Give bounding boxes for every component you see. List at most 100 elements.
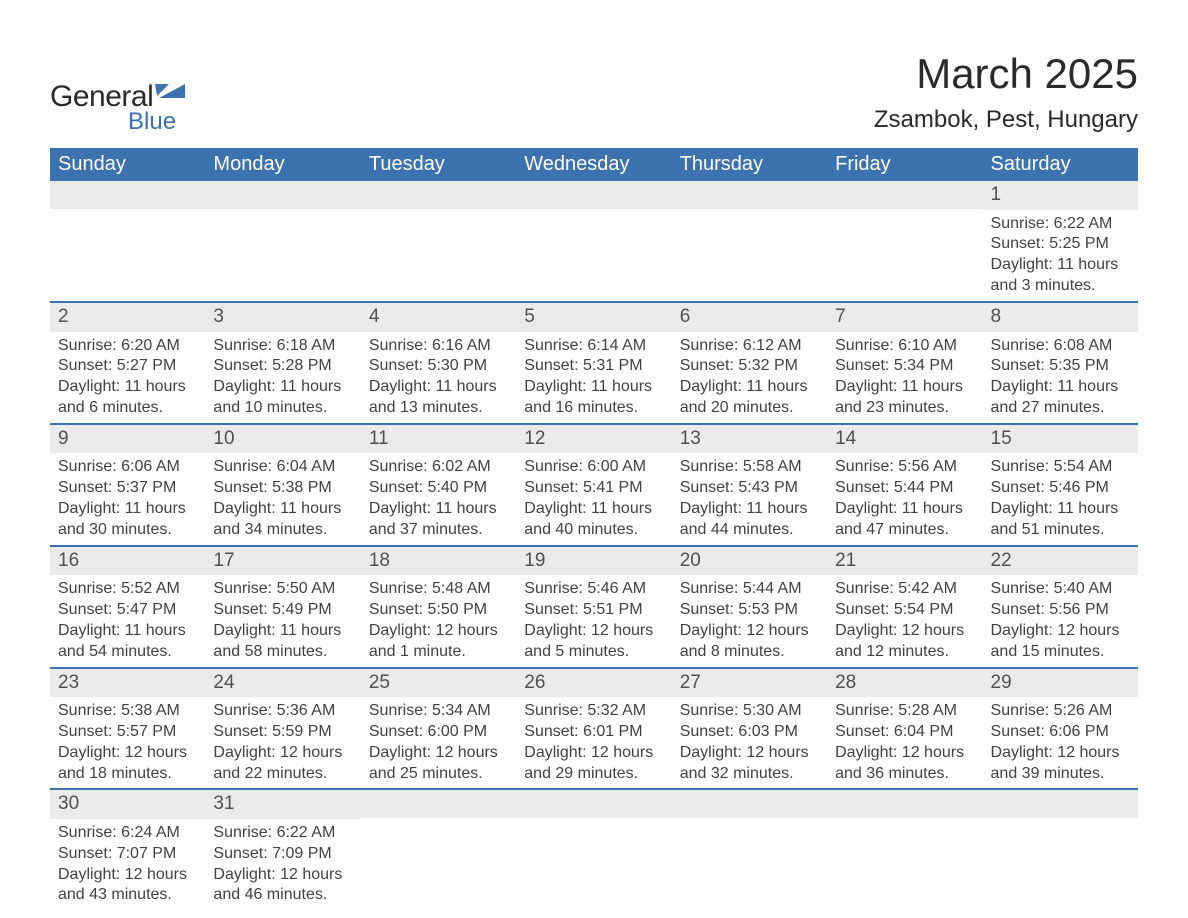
day-details: Sunrise: 6:24 AMSunset: 7:07 PMDaylight:… [50, 819, 205, 910]
calendar-cell: 13Sunrise: 5:58 AMSunset: 5:43 PMDayligh… [672, 424, 827, 546]
day-number [672, 790, 827, 818]
day-number [672, 181, 827, 209]
calendar-cell: 23Sunrise: 5:38 AMSunset: 5:57 PMDayligh… [50, 668, 205, 790]
day-header: Thursday [672, 148, 827, 181]
calendar-cell: 2Sunrise: 6:20 AMSunset: 5:27 PMDaylight… [50, 302, 205, 424]
day-number: 17 [205, 547, 360, 576]
calendar-cell: 7Sunrise: 6:10 AMSunset: 5:34 PMDaylight… [827, 302, 982, 424]
day-details: Sunrise: 5:30 AMSunset: 6:03 PMDaylight:… [672, 697, 827, 788]
logo: General Blue [50, 80, 185, 136]
calendar-cell: 15Sunrise: 5:54 AMSunset: 5:46 PMDayligh… [983, 424, 1138, 546]
calendar-cell: 30Sunrise: 6:24 AMSunset: 7:07 PMDayligh… [50, 789, 205, 910]
calendar-cell [827, 181, 982, 302]
day-number: 8 [983, 303, 1138, 332]
day-details: Sunrise: 6:22 AMSunset: 7:09 PMDaylight:… [205, 819, 360, 910]
day-header: Sunday [50, 148, 205, 181]
day-number [361, 790, 516, 818]
calendar-cell: 11Sunrise: 6:02 AMSunset: 5:40 PMDayligh… [361, 424, 516, 546]
day-number [827, 790, 982, 818]
calendar-cell: 4Sunrise: 6:16 AMSunset: 5:30 PMDaylight… [361, 302, 516, 424]
day-header: Wednesday [516, 148, 671, 181]
calendar-cell: 26Sunrise: 5:32 AMSunset: 6:01 PMDayligh… [516, 668, 671, 790]
day-number: 11 [361, 425, 516, 454]
month-title: March 2025 [874, 50, 1138, 98]
day-details: Sunrise: 5:36 AMSunset: 5:59 PMDaylight:… [205, 697, 360, 788]
day-details [983, 818, 1138, 888]
calendar-cell [50, 181, 205, 302]
day-number: 12 [516, 425, 671, 454]
day-number: 21 [827, 547, 982, 576]
day-details: Sunrise: 6:04 AMSunset: 5:38 PMDaylight:… [205, 453, 360, 544]
calendar-cell: 9Sunrise: 6:06 AMSunset: 5:37 PMDaylight… [50, 424, 205, 546]
day-details [361, 818, 516, 888]
day-number: 16 [50, 547, 205, 576]
calendar-row: 1Sunrise: 6:22 AMSunset: 5:25 PMDaylight… [50, 181, 1138, 302]
calendar-cell: 29Sunrise: 5:26 AMSunset: 6:06 PMDayligh… [983, 668, 1138, 790]
day-details [516, 818, 671, 888]
calendar-row: 2Sunrise: 6:20 AMSunset: 5:27 PMDaylight… [50, 302, 1138, 424]
day-details: Sunrise: 5:58 AMSunset: 5:43 PMDaylight:… [672, 453, 827, 544]
day-number: 15 [983, 425, 1138, 454]
day-number: 24 [205, 669, 360, 698]
day-header: Friday [827, 148, 982, 181]
location-text: Zsambok, Pest, Hungary [874, 106, 1138, 134]
calendar-cell: 1Sunrise: 6:22 AMSunset: 5:25 PMDaylight… [983, 181, 1138, 302]
day-details: Sunrise: 6:22 AMSunset: 5:25 PMDaylight:… [983, 210, 1138, 301]
calendar-cell: 31Sunrise: 6:22 AMSunset: 7:09 PMDayligh… [205, 789, 360, 910]
day-details: Sunrise: 6:02 AMSunset: 5:40 PMDaylight:… [361, 453, 516, 544]
day-number [827, 181, 982, 209]
day-header-row: SundayMondayTuesdayWednesdayThursdayFrid… [50, 148, 1138, 181]
calendar-cell [827, 789, 982, 910]
calendar-cell: 19Sunrise: 5:46 AMSunset: 5:51 PMDayligh… [516, 546, 671, 668]
day-number: 19 [516, 547, 671, 576]
day-number [516, 181, 671, 209]
calendar-cell [672, 789, 827, 910]
day-number: 6 [672, 303, 827, 332]
day-number: 10 [205, 425, 360, 454]
day-details: Sunrise: 6:16 AMSunset: 5:30 PMDaylight:… [361, 332, 516, 423]
day-number: 2 [50, 303, 205, 332]
day-details: Sunrise: 5:28 AMSunset: 6:04 PMDaylight:… [827, 697, 982, 788]
day-details [50, 209, 205, 279]
calendar-row: 23Sunrise: 5:38 AMSunset: 5:57 PMDayligh… [50, 668, 1138, 790]
day-number [361, 181, 516, 209]
calendar-cell: 27Sunrise: 5:30 AMSunset: 6:03 PMDayligh… [672, 668, 827, 790]
calendar-cell: 25Sunrise: 5:34 AMSunset: 6:00 PMDayligh… [361, 668, 516, 790]
calendar-cell: 24Sunrise: 5:36 AMSunset: 5:59 PMDayligh… [205, 668, 360, 790]
calendar-cell [516, 789, 671, 910]
day-number [205, 181, 360, 209]
day-details [205, 209, 360, 279]
day-details: Sunrise: 6:18 AMSunset: 5:28 PMDaylight:… [205, 332, 360, 423]
calendar-cell [516, 181, 671, 302]
day-details [672, 818, 827, 888]
logo-text-blue: Blue [128, 108, 185, 136]
header: General Blue March 2025 Zsambok, Pest, H… [50, 50, 1138, 136]
calendar-cell: 3Sunrise: 6:18 AMSunset: 5:28 PMDaylight… [205, 302, 360, 424]
day-number: 28 [827, 669, 982, 698]
calendar-row: 9Sunrise: 6:06 AMSunset: 5:37 PMDaylight… [50, 424, 1138, 546]
day-details [672, 209, 827, 279]
day-number [983, 790, 1138, 818]
calendar-row: 30Sunrise: 6:24 AMSunset: 7:07 PMDayligh… [50, 789, 1138, 910]
calendar-cell: 14Sunrise: 5:56 AMSunset: 5:44 PMDayligh… [827, 424, 982, 546]
calendar-cell: 22Sunrise: 5:40 AMSunset: 5:56 PMDayligh… [983, 546, 1138, 668]
day-number: 26 [516, 669, 671, 698]
day-details: Sunrise: 5:44 AMSunset: 5:53 PMDaylight:… [672, 575, 827, 666]
day-details: Sunrise: 5:40 AMSunset: 5:56 PMDaylight:… [983, 575, 1138, 666]
day-number: 5 [516, 303, 671, 332]
day-number: 27 [672, 669, 827, 698]
day-details: Sunrise: 5:48 AMSunset: 5:50 PMDaylight:… [361, 575, 516, 666]
day-number [516, 790, 671, 818]
calendar-table: SundayMondayTuesdayWednesdayThursdayFrid… [50, 148, 1138, 910]
day-details: Sunrise: 6:14 AMSunset: 5:31 PMDaylight:… [516, 332, 671, 423]
day-number: 18 [361, 547, 516, 576]
calendar-cell: 12Sunrise: 6:00 AMSunset: 5:41 PMDayligh… [516, 424, 671, 546]
day-number: 3 [205, 303, 360, 332]
day-details [827, 818, 982, 888]
day-number: 23 [50, 669, 205, 698]
calendar-cell: 10Sunrise: 6:04 AMSunset: 5:38 PMDayligh… [205, 424, 360, 546]
calendar-row: 16Sunrise: 5:52 AMSunset: 5:47 PMDayligh… [50, 546, 1138, 668]
calendar-cell: 17Sunrise: 5:50 AMSunset: 5:49 PMDayligh… [205, 546, 360, 668]
day-number: 1 [983, 181, 1138, 210]
day-details: Sunrise: 5:54 AMSunset: 5:46 PMDaylight:… [983, 453, 1138, 544]
